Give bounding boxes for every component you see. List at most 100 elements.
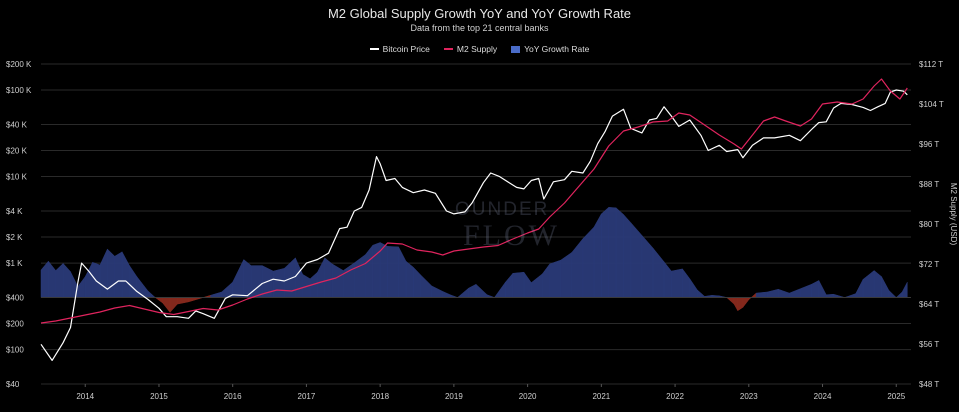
yoy-area-segment xyxy=(689,277,698,298)
x-tick-label: 2023 xyxy=(740,392,758,401)
yoy-area-segment xyxy=(232,259,245,298)
yoy-area-segment xyxy=(177,297,189,305)
yoy-area-segment xyxy=(372,242,381,298)
yoy-area-segment xyxy=(250,265,263,298)
y-left-tick-label: $100 K xyxy=(6,86,32,95)
yoy-area-segment xyxy=(324,257,333,298)
x-tick-label: 2024 xyxy=(814,392,832,401)
yoy-area-segment xyxy=(162,297,171,314)
y-left-tick-label: $400 xyxy=(6,293,24,302)
yoy-area-segment xyxy=(862,270,875,298)
bitcoin-price-line xyxy=(40,89,908,361)
yoy-area-segment xyxy=(512,271,525,298)
yoy-area-segment xyxy=(615,207,624,298)
y-left-tick-label: $40 K xyxy=(6,120,28,129)
yoy-area-segment xyxy=(55,262,64,298)
watermark-word-top: OUNDER xyxy=(455,199,550,220)
yoy-area-segment xyxy=(468,283,477,298)
y-right-tick-label: $80 T xyxy=(919,220,939,229)
x-tick-label: 2018 xyxy=(371,392,389,401)
yoy-area-segment xyxy=(593,212,602,298)
x-tick-label: 2015 xyxy=(150,392,168,401)
legend-item-yoy[interactable]: YoY Growth Rate xyxy=(511,44,589,54)
yoy-area-segment xyxy=(733,297,738,312)
yoy-area-segment xyxy=(456,287,469,298)
yoy-area-segment xyxy=(505,272,514,298)
yoy-area-segment xyxy=(331,263,344,298)
yoy-area-segment xyxy=(354,254,366,298)
y-right-tick-label: $64 T xyxy=(919,300,939,309)
yoy-area-segment xyxy=(272,268,285,298)
yoy-area-segment xyxy=(682,268,691,298)
yoy-area-segment xyxy=(652,247,665,298)
yoy-area-segment xyxy=(641,234,654,298)
y-left-tick-label: $200 K xyxy=(6,60,32,69)
yoy-area-segment xyxy=(560,251,573,298)
yoy-area-segment xyxy=(199,294,211,299)
yoy-area-segment xyxy=(147,290,156,298)
yoy-area-segment xyxy=(778,288,790,298)
x-tick-label: 2019 xyxy=(445,392,463,401)
y-right-axis-title: M2 Supply (USD) xyxy=(949,183,958,246)
yoy-area-segment xyxy=(671,268,683,298)
yoy-area-segment xyxy=(365,244,374,298)
yoy-area-segment xyxy=(420,274,433,298)
yoy-area-segment xyxy=(121,251,130,298)
yoy-area-segment xyxy=(696,289,705,298)
m2-supply-line xyxy=(40,78,908,324)
y-left-tick-label: $10 K xyxy=(6,173,28,182)
yoy-area-segment xyxy=(48,260,56,298)
yoy-area-segment xyxy=(405,260,414,298)
yoy-area-segment xyxy=(549,259,562,298)
yoy-area-segment xyxy=(726,297,735,305)
yoy-area-segment xyxy=(789,288,801,298)
watermark-logo: OUNDER FLOW xyxy=(385,185,595,255)
y-left-tick-label: $4 K xyxy=(6,207,23,216)
legend-label-bitcoin: Bitcoin Price xyxy=(382,44,430,54)
yoy-area-segment xyxy=(114,251,123,298)
y-left-tick-label: $100 xyxy=(6,346,24,355)
yoy-area-segment xyxy=(317,257,326,298)
yoy-area-segment xyxy=(766,288,779,298)
legend-swatch-m2 xyxy=(443,48,453,50)
yoy-area-segment xyxy=(40,260,49,298)
chart-title: M2 Global Supply Growth YoY and YoY Grow… xyxy=(327,6,632,21)
y-right-tick-label: $96 T xyxy=(919,140,939,149)
x-tick-label: 2014 xyxy=(76,392,94,401)
legend-label-m2: M2 Supply xyxy=(456,44,498,54)
yoy-area-segment xyxy=(431,285,444,298)
legend: Bitcoin Price M2 Supply YoY Growth Rate xyxy=(0,44,959,54)
yoy-area-segment xyxy=(169,297,178,313)
yoy-area-segment xyxy=(442,291,451,298)
y-left-tick-label: $1 K xyxy=(6,259,23,268)
yoy-area-segment xyxy=(663,261,672,298)
y-right-tick-label: $112 T xyxy=(919,60,943,69)
legend-swatch-yoy xyxy=(511,45,521,53)
y-left-tick-label: $20 K xyxy=(6,147,28,156)
yoy-area-segment xyxy=(136,275,149,298)
y-left-tick-label: $2 K xyxy=(6,233,23,242)
yoy-area-segment xyxy=(855,279,864,298)
yoy-area-segment xyxy=(737,297,744,312)
yoy-area-segment xyxy=(755,291,768,298)
yoy-area-segment xyxy=(413,266,421,298)
yoy-area-segment xyxy=(748,292,757,301)
y-left-tick-label: $40 xyxy=(6,380,20,389)
y-right-tick-label: $48 T xyxy=(919,380,939,389)
yoy-area-segment xyxy=(84,262,93,298)
yoy-area-segment xyxy=(92,261,101,298)
yoy-area-segment xyxy=(800,283,812,298)
x-tick-label: 2025 xyxy=(887,392,905,401)
yoy-area-segment xyxy=(129,264,138,298)
legend-item-bitcoin[interactable]: Bitcoin Price xyxy=(369,44,430,54)
x-tick-label: 2022 xyxy=(666,392,684,401)
yoy-area-segment xyxy=(542,263,550,298)
legend-item-m2[interactable]: M2 Supply xyxy=(443,44,498,54)
y-right-tick-label: $72 T xyxy=(919,260,939,269)
y-right-tick-label: $88 T xyxy=(919,180,939,189)
y-left-tick-label: $200 xyxy=(6,320,24,329)
x-tick-label: 2016 xyxy=(224,392,242,401)
chart-subtitle: Data from the top 21 central banks xyxy=(410,23,549,33)
